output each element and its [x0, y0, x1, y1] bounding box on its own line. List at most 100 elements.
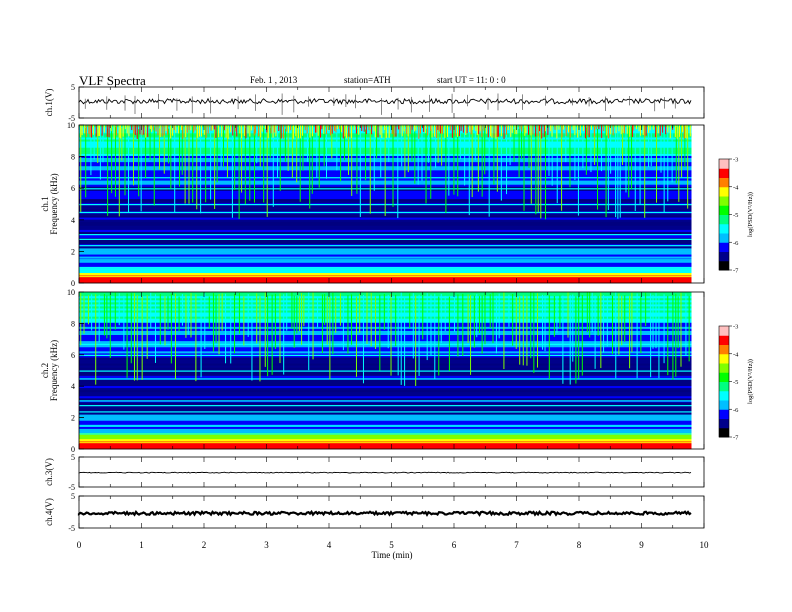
- frequency-band: [79, 250, 692, 253]
- high-power-mark: [659, 125, 661, 136]
- frequency-band: [79, 412, 692, 415]
- high-power-mark: [435, 125, 437, 138]
- sferic-stripe: [481, 295, 483, 354]
- high-power-mark: [287, 125, 289, 133]
- sferic-stripe: [153, 127, 155, 206]
- sferic-stripe: [498, 293, 500, 339]
- high-power-mark: [133, 125, 135, 134]
- sferic-stripe: [347, 295, 349, 354]
- sferic-stripe: [581, 295, 583, 376]
- y-tick-label: 5: [71, 83, 75, 92]
- high-power-mark: [147, 125, 149, 137]
- sferic-stripe: [369, 129, 371, 214]
- sferic-stripe: [251, 296, 253, 381]
- colorbar-segment: [719, 260, 729, 271]
- high-power-mark: [368, 125, 370, 131]
- high-power-mark: [469, 125, 471, 132]
- sferic-stripe: [259, 296, 261, 382]
- sferic-stripe: [417, 128, 419, 185]
- sferic-stripe: [551, 125, 553, 186]
- sferic-stripe: [187, 296, 189, 335]
- high-power-mark: [631, 125, 633, 138]
- sferic-stripe: [607, 128, 609, 211]
- sferic-stripe: [321, 294, 323, 353]
- high-power-mark: [465, 125, 467, 135]
- high-power-mark: [547, 125, 549, 135]
- high-power-mark: [173, 125, 175, 131]
- high-power-mark: [582, 125, 584, 132]
- sferic-stripe: [512, 293, 514, 346]
- sferic-stripe: [425, 128, 427, 204]
- sferic-stripe: [80, 293, 82, 346]
- colorbar-segment: [719, 214, 729, 225]
- sferic-stripe: [448, 128, 450, 196]
- high-power-mark: [336, 125, 338, 130]
- high-power-mark: [541, 125, 543, 139]
- sferic-stripe: [492, 292, 494, 344]
- sferic-stripe: [266, 127, 268, 217]
- sferic-stripe: [605, 125, 607, 218]
- frequency-band: [79, 430, 692, 433]
- sferic-stripe: [200, 296, 202, 378]
- high-power-mark: [339, 125, 341, 130]
- sferic-stripe: [454, 295, 456, 332]
- frequency-band: [79, 375, 692, 378]
- high-power-mark: [466, 125, 468, 134]
- frequency-band: [79, 367, 692, 370]
- colorbar-segment: [719, 233, 729, 243]
- high-power-mark: [639, 125, 641, 136]
- colorbar-segment: [719, 326, 729, 336]
- sferic-stripe: [577, 127, 579, 216]
- frequency-line: [79, 433, 692, 435]
- colorbar-label: log(PSD(V²/Hz)): [747, 359, 754, 404]
- high-power-mark: [334, 125, 336, 131]
- high-power-mark: [241, 125, 243, 139]
- high-power-mark: [273, 125, 275, 133]
- high-power-mark: [331, 125, 333, 134]
- sferic-stripe: [309, 125, 311, 209]
- high-power-mark: [411, 125, 413, 130]
- high-power-mark: [373, 125, 375, 132]
- high-power-mark: [595, 125, 597, 130]
- sferic-stripe: [97, 129, 99, 164]
- frequency-band: [79, 371, 692, 374]
- high-power-mark: [110, 125, 112, 132]
- high-power-mark: [340, 125, 342, 132]
- high-power-mark: [213, 125, 215, 130]
- high-power-mark: [510, 125, 512, 137]
- sferic-stripe: [448, 296, 450, 371]
- high-power-mark: [193, 125, 195, 133]
- high-power-mark: [676, 125, 678, 139]
- sferic-stripe: [123, 295, 125, 350]
- colorbar-segment: [719, 363, 729, 373]
- sferic-stripe: [457, 294, 459, 357]
- sferic-stripe: [603, 295, 605, 353]
- sferic-stripe: [132, 128, 134, 186]
- sferic-stripe: [459, 127, 461, 159]
- sferic-stripe: [362, 295, 364, 384]
- sferic-stripe: [136, 294, 138, 381]
- ch4-waveform-panel: 5 -5 ch.4(V): [44, 492, 705, 533]
- high-power-mark: [620, 125, 622, 135]
- high-power-mark: [321, 125, 323, 130]
- high-power-mark: [674, 125, 676, 137]
- sferic-stripe: [179, 125, 181, 187]
- high-power-mark: [282, 125, 284, 139]
- high-power-mark: [247, 125, 249, 134]
- sferic-stripe: [379, 294, 381, 371]
- high-power-mark: [598, 125, 600, 130]
- sferic-stripe: [586, 292, 588, 333]
- high-power-mark: [645, 125, 647, 136]
- sferic-stripe: [212, 293, 214, 352]
- high-power-mark: [198, 125, 200, 137]
- high-power-mark: [280, 125, 282, 139]
- high-power-mark: [365, 125, 367, 135]
- sferic-stripe: [256, 126, 258, 164]
- sferic-stripe: [190, 293, 192, 338]
- sferic-stripe: [279, 293, 281, 364]
- sferic-stripe: [383, 293, 385, 330]
- sferic-stripe: [597, 295, 599, 336]
- sferic-stripe: [430, 294, 432, 357]
- sferic-stripe: [562, 295, 564, 384]
- high-power-mark: [478, 125, 480, 135]
